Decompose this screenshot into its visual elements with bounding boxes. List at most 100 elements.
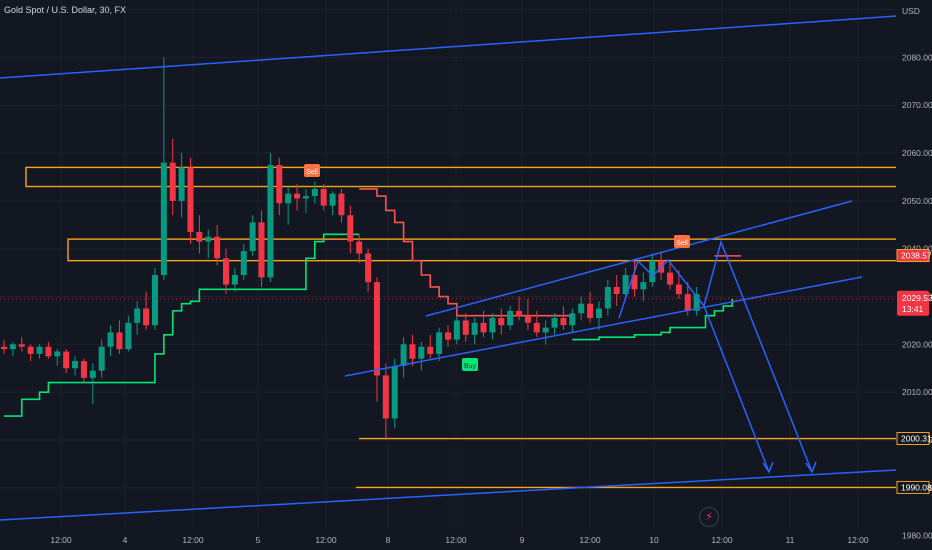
lightning-icon[interactable]: ⚡ xyxy=(699,507,719,527)
candle-body xyxy=(143,308,150,326)
rising-channel-top-line[interactable] xyxy=(425,200,853,317)
candle-body xyxy=(649,260,656,283)
candle-body xyxy=(471,322,478,335)
candle-body xyxy=(675,284,682,295)
candle-body xyxy=(45,346,52,357)
candle-body xyxy=(80,361,87,378)
candle-body xyxy=(587,303,594,319)
sell-signal-badge xyxy=(304,164,320,177)
projection-path-line[interactable] xyxy=(618,239,813,473)
candle-body xyxy=(542,327,549,333)
candles xyxy=(1,57,700,440)
candle-body xyxy=(320,188,327,206)
resistance-zone xyxy=(25,166,898,188)
candle-body xyxy=(382,375,389,419)
candle-body xyxy=(98,346,105,371)
price-tick-label: 2060.00 xyxy=(902,148,932,158)
supertrend-line xyxy=(4,188,742,417)
candle-body xyxy=(214,236,221,259)
candle-body xyxy=(311,188,318,197)
candle-body xyxy=(356,241,363,254)
candle-body xyxy=(63,351,70,369)
sell-signal-label: Sell xyxy=(306,169,318,176)
candle-body xyxy=(569,313,576,326)
candle-body xyxy=(667,272,673,285)
candle-body xyxy=(684,294,691,311)
candle-body xyxy=(107,332,114,347)
grid xyxy=(0,0,896,537)
candle-body xyxy=(595,308,602,319)
candle-body xyxy=(169,162,176,201)
price-axis-bg xyxy=(896,0,932,550)
candle-body xyxy=(418,346,425,359)
candle-body xyxy=(249,222,256,252)
time-tick-label: 12:00 xyxy=(315,535,337,545)
level-price-label: 2038.57 xyxy=(901,251,932,261)
time-tick-label: 12:00 xyxy=(445,535,467,545)
countdown-label: 13:41 xyxy=(902,304,924,314)
time-tick-label: 10 xyxy=(649,535,659,545)
candle-body xyxy=(1,346,7,350)
candle-body xyxy=(507,310,514,326)
candle-body xyxy=(178,167,185,201)
lower-channel-line[interactable] xyxy=(0,469,898,521)
level-price-badge xyxy=(896,480,930,494)
candle-body xyxy=(453,320,460,340)
candle-body xyxy=(187,167,194,232)
upper-channel-line[interactable] xyxy=(0,15,898,79)
level-price-badge xyxy=(896,432,930,446)
candle-body xyxy=(9,344,16,350)
candle-body xyxy=(27,346,34,354)
candle-body xyxy=(276,165,283,204)
candle-body xyxy=(391,365,398,419)
resistance-zones xyxy=(25,166,898,262)
candle-body xyxy=(560,318,567,326)
candle-body xyxy=(524,315,531,323)
candle-body xyxy=(498,318,505,326)
time-tick-label: 8 xyxy=(386,535,391,545)
price-tick-label: 2020.00 xyxy=(902,339,932,349)
time-tick-label: 12:00 xyxy=(711,535,733,545)
candle-body xyxy=(604,286,611,309)
candle-body xyxy=(258,222,265,278)
candle-body xyxy=(223,258,229,285)
candle-body xyxy=(285,193,292,204)
candle-body xyxy=(462,320,469,335)
time-tick-label: 12:00 xyxy=(50,535,72,545)
buy-signal-badge xyxy=(462,358,478,371)
candle-body xyxy=(36,346,43,354)
candle-body xyxy=(329,193,336,206)
price-tick-label: 2040.00 xyxy=(902,244,932,254)
candle-body xyxy=(693,294,700,311)
candle-body xyxy=(400,344,407,366)
candle-body xyxy=(631,275,638,290)
candle-body xyxy=(205,236,212,242)
candle-body xyxy=(365,253,372,283)
trendlines xyxy=(0,15,898,521)
candle-body xyxy=(409,344,416,359)
arrow-head-icon xyxy=(762,461,774,474)
rising-channel-bottom-line[interactable] xyxy=(344,276,863,377)
resistance-zone xyxy=(67,238,898,262)
axis-unit-label: USD xyxy=(902,6,920,16)
candle-body xyxy=(516,310,523,316)
price-tick-label: 1980.00 xyxy=(902,531,932,541)
chart-title: Gold Spot / U.S. Dollar, 30, FX xyxy=(4,5,127,15)
candle-body xyxy=(347,215,354,242)
candle-body xyxy=(134,308,141,323)
candle-body xyxy=(480,322,487,333)
price-axis[interactable]: USD1980.001990.002000.002010.002020.0020… xyxy=(896,0,932,550)
candle-body xyxy=(427,346,434,354)
candle-body xyxy=(89,370,96,378)
candle-body xyxy=(551,318,558,328)
supertrend-up-line xyxy=(4,233,733,417)
buy-signal-label: Buy xyxy=(464,363,477,370)
time-tick-label: 11 xyxy=(786,535,795,545)
level-price-label: 2000.31 xyxy=(901,434,932,444)
candle-body xyxy=(489,318,496,333)
projection-path-line[interactable] xyxy=(703,305,770,473)
time-axis[interactable]: 12:00 4 12:00 5 12:00 8 12:00 9 12:00 10 12:00 11 12… xyxy=(0,528,896,550)
time-tick-label: 12:00 xyxy=(847,535,869,545)
time-axis-bg xyxy=(0,528,896,550)
